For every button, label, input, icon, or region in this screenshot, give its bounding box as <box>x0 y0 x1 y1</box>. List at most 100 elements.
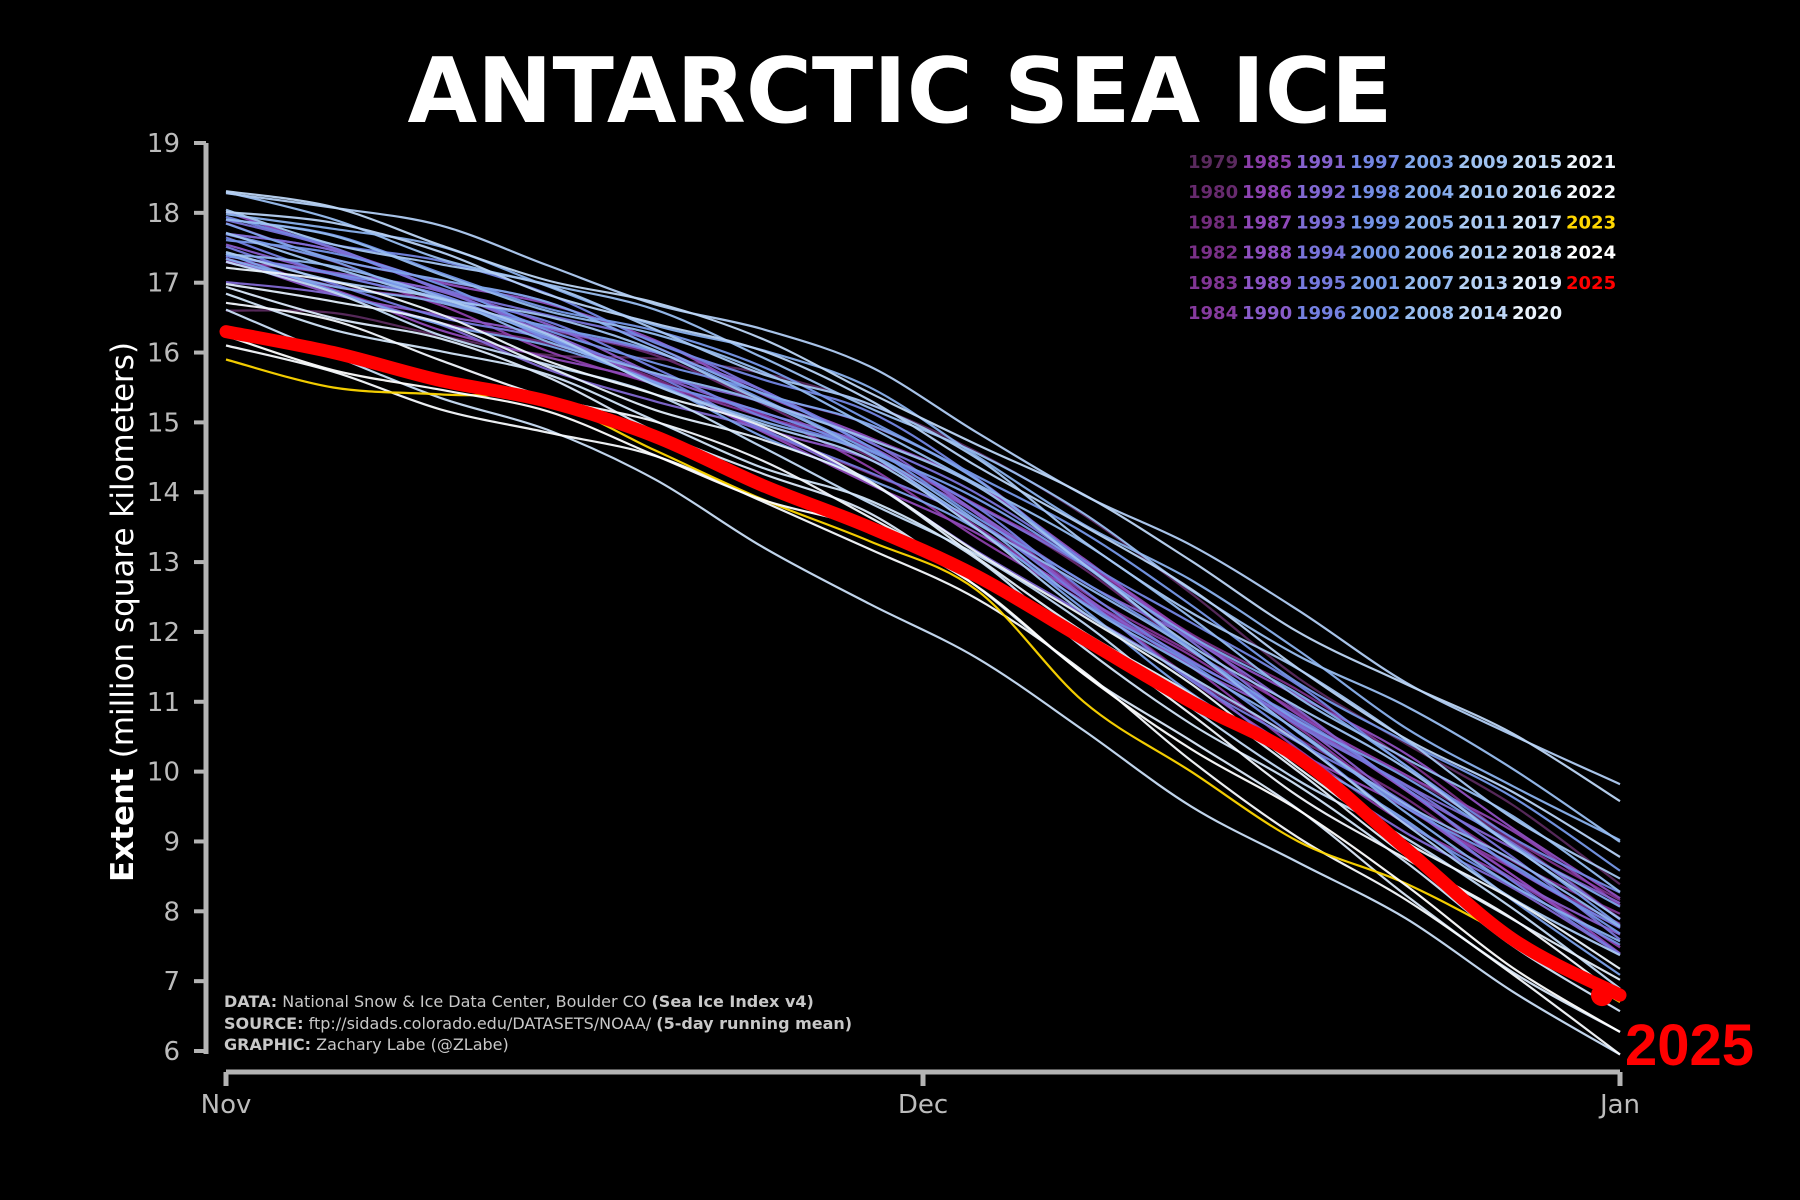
credit-source: SOURCE: ftp://sidads.colorado.edu/DATASE… <box>224 1014 852 1033</box>
legend-item-1980: 1980 <box>1188 182 1238 203</box>
legend-item-1982: 1982 <box>1188 243 1238 264</box>
series-line-1990 <box>225 243 1621 936</box>
legend-item-1987: 1987 <box>1242 212 1292 233</box>
series-line-1994 <box>225 219 1621 941</box>
legend-item-1997: 1997 <box>1350 152 1400 173</box>
credit-data: DATA: National Snow & Ice Data Center, B… <box>224 992 814 1011</box>
x-tick-label: Jan <box>1598 1090 1640 1120</box>
legend-item-1984: 1984 <box>1188 303 1238 324</box>
legend-item-2015: 2015 <box>1512 152 1562 173</box>
series-line-2003 <box>225 222 1621 908</box>
y-tick-label: 19 <box>147 129 180 159</box>
x-axis: Nov Dec Jan <box>201 1069 1640 1120</box>
legend-item-2021: 2021 <box>1566 152 1616 173</box>
legend-item-1983: 1983 <box>1188 273 1238 294</box>
legend-item-1985: 1985 <box>1242 152 1292 173</box>
legend-item-2013: 2013 <box>1458 273 1508 294</box>
legend-item-2005: 2005 <box>1404 212 1454 233</box>
x-tick-label: Dec <box>898 1090 948 1120</box>
y-tick-label: 16 <box>147 339 180 369</box>
y-tick-label: 13 <box>147 548 180 578</box>
y-axis-label: Extent (million square kilometers) <box>105 342 141 882</box>
legend-item-2004: 2004 <box>1404 182 1454 203</box>
y-tick-label: 14 <box>147 478 180 508</box>
legend-item-1989: 1989 <box>1242 273 1292 294</box>
legend-item-2011: 2011 <box>1458 212 1508 233</box>
legend-item-2007: 2007 <box>1404 273 1454 294</box>
highlight-series: 2025 <box>219 325 1754 1078</box>
series-line-2001 <box>225 232 1621 927</box>
legend-item-1979: 1979 <box>1188 152 1238 173</box>
series-end-marker-2025 <box>1591 984 1613 1007</box>
legend-item-1994: 1994 <box>1296 243 1346 264</box>
y-axis-label-rest: (million square kilometers) <box>105 342 141 758</box>
legend-item-2020: 2020 <box>1512 303 1562 324</box>
series-line-2011 <box>225 250 1621 957</box>
legend-item-2025: 2025 <box>1566 273 1616 294</box>
legend-item-1992: 1992 <box>1296 182 1346 203</box>
series-line-1999 <box>225 239 1621 935</box>
series-lines <box>225 190 1621 1056</box>
legend-item-1993: 1993 <box>1296 212 1346 233</box>
legend-item-1988: 1988 <box>1242 243 1292 264</box>
legend-item-2018: 2018 <box>1512 243 1562 264</box>
legend-item-2001: 2001 <box>1350 273 1400 294</box>
series-line-2007 <box>225 218 1621 893</box>
credits: DATA: National Snow & Ice Data Center, B… <box>224 992 852 1054</box>
legend-item-1991: 1991 <box>1296 152 1346 173</box>
y-tick-label: 15 <box>147 408 180 438</box>
y-tick-label: 9 <box>163 827 180 857</box>
series-line-2025 <box>219 325 1627 1002</box>
legend-item-2006: 2006 <box>1404 243 1454 264</box>
legend-item-2008: 2008 <box>1404 303 1454 324</box>
series-line-2024 <box>225 334 1621 1033</box>
legend-item-2003: 2003 <box>1404 152 1454 173</box>
series-line-2014 <box>225 190 1621 803</box>
series-line-2000 <box>225 218 1621 872</box>
y-axis-label-bold: Extent <box>105 768 141 882</box>
legend-item-1995: 1995 <box>1296 273 1346 294</box>
chart-title: ANTARCTIC SEA ICE <box>408 39 1393 144</box>
series-line-2004 <box>225 257 1621 943</box>
credit-graphic: GRAPHIC: Zachary Labe (@ZLabe) <box>224 1035 509 1054</box>
series-line-2013 <box>225 210 1621 858</box>
legend-item-2022: 2022 <box>1566 182 1616 203</box>
series-line-2015 <box>225 260 1621 990</box>
series-line-1989 <box>225 257 1621 929</box>
legend: 1979 1980 1981 1982 1983 1984 1985 1986 1987 1988… <box>1188 152 1616 324</box>
legend-item-2023: 2023 <box>1566 212 1616 233</box>
series-line-2017 <box>225 292 1621 1013</box>
y-tick-label: 8 <box>163 897 180 927</box>
series-line-2002 <box>225 252 1621 976</box>
y-tick-label: 11 <box>147 688 180 718</box>
y-tick-label: 17 <box>147 269 180 299</box>
legend-item-2002: 2002 <box>1350 303 1400 324</box>
series-line-2022 <box>225 344 1621 1056</box>
legend-item-1990: 1990 <box>1242 303 1292 324</box>
x-tick-label: Nov <box>201 1090 252 1120</box>
y-tick-label: 18 <box>147 199 180 229</box>
legend-item-2010: 2010 <box>1458 182 1508 203</box>
legend-item-2014: 2014 <box>1458 303 1508 324</box>
legend-item-2012: 2012 <box>1458 243 1508 264</box>
y-tick-label: 10 <box>147 758 180 788</box>
y-tick-label: 7 <box>163 967 180 997</box>
legend-item-2000: 2000 <box>1350 243 1400 264</box>
legend-item-2019: 2019 <box>1512 273 1562 294</box>
legend-item-1999: 1999 <box>1350 212 1400 233</box>
y-tick-label: 6 <box>163 1037 180 1067</box>
legend-item-2017: 2017 <box>1512 212 1562 233</box>
y-tick-label: 12 <box>147 618 180 648</box>
series-end-label-2025: 2025 <box>1625 1013 1754 1078</box>
legend-item-2009: 2009 <box>1458 152 1508 173</box>
series-line-2012 <box>225 192 1621 786</box>
legend-item-1986: 1986 <box>1242 182 1292 203</box>
series-line-2009 <box>225 231 1621 920</box>
legend-item-1998: 1998 <box>1350 182 1400 203</box>
y-axis: 6 7 8 9 10 11 12 13 14 15 16 17 18 19 <box>147 129 209 1067</box>
series-line-2016 <box>225 308 1621 1056</box>
legend-item-1981: 1981 <box>1188 212 1238 233</box>
legend-item-2024: 2024 <box>1566 243 1616 264</box>
legend-item-1996: 1996 <box>1296 303 1346 324</box>
